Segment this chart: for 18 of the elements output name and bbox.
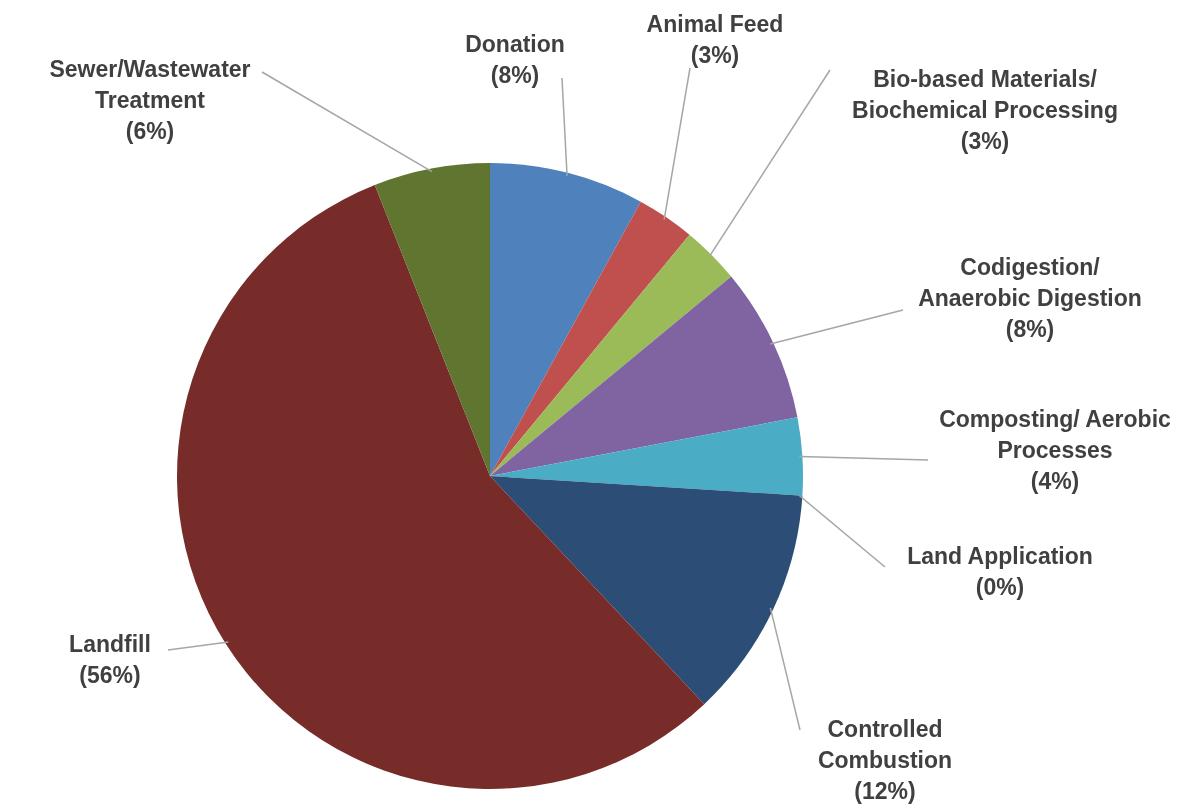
slice-label: Landfill (68, 630, 152, 659)
data-label: (8%) (1004, 314, 1056, 344)
data-label: (3%) (689, 41, 741, 70)
data-label: (4%) (1029, 466, 1081, 496)
slice-label: Bio-based Materials/ Biochemical Processing (851, 64, 1119, 125)
slice-label: Composting/ Aerobic Processes (938, 404, 1172, 465)
text: (0%) (975, 574, 1025, 600)
data-label: (12%) (853, 776, 917, 806)
slice-label: Controlled Combustion (816, 714, 954, 775)
slice-label: Codigestion/ Anaerobic Digestion (917, 252, 1143, 313)
data-label: (8%) (489, 61, 541, 90)
slice-label: Donation (464, 30, 566, 59)
data-label: (3%) (959, 126, 1011, 156)
category-label: Land Application (907, 543, 1093, 569)
data-label: (6%) (124, 116, 176, 146)
data-label: (56%) (78, 661, 142, 690)
slice-label: Sewer/Wastewater Treatment (48, 54, 252, 115)
slice-label: Animal Feed (645, 10, 785, 39)
